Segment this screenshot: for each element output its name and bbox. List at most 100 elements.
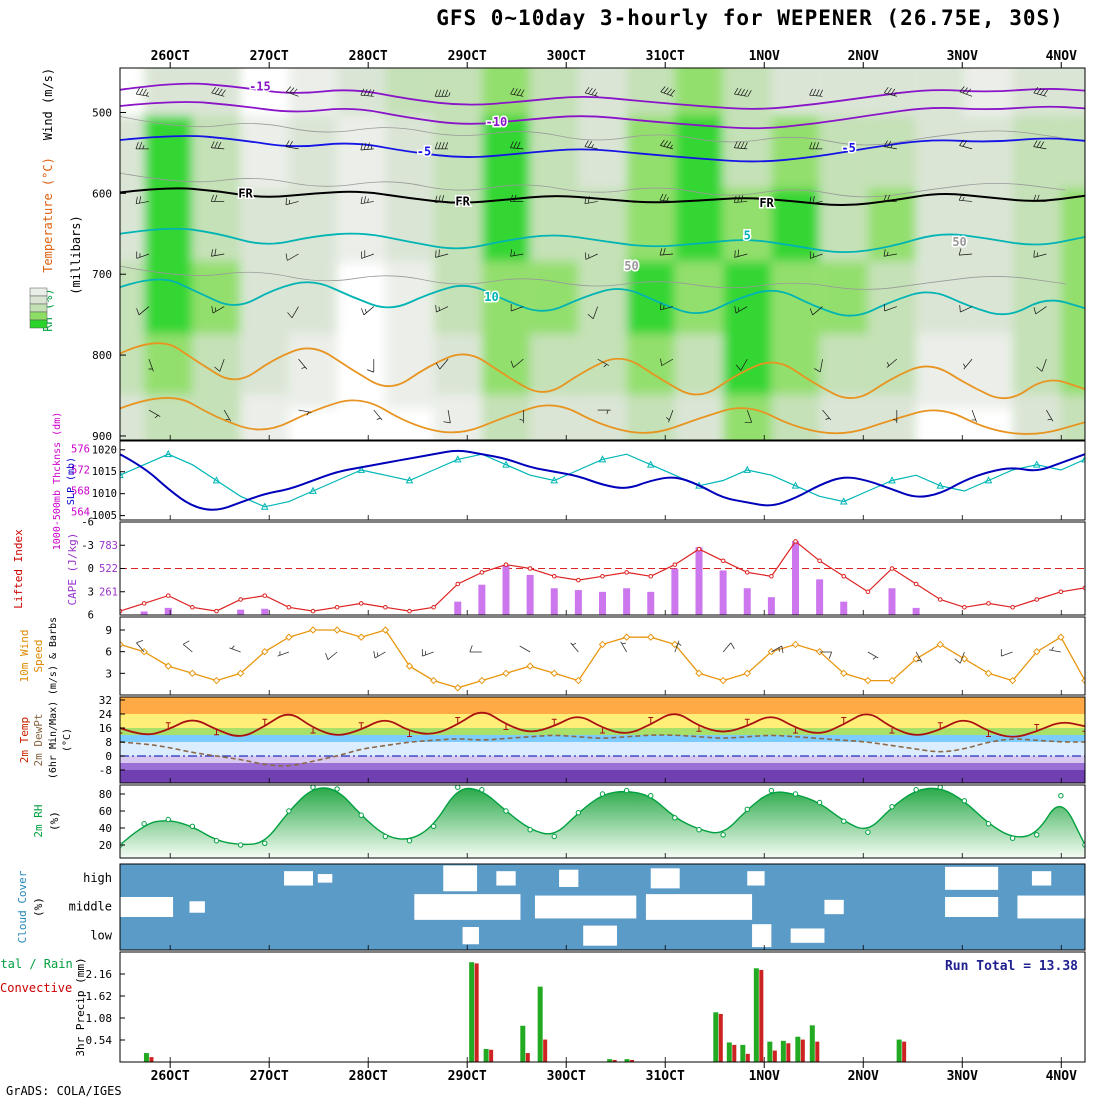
cape-bar: [671, 568, 679, 615]
precip-total-bar: [753, 968, 759, 1062]
tick-label: 2.16: [86, 968, 113, 981]
wind10m-marker: [454, 684, 462, 692]
rh-legend-swatch: [29, 319, 48, 329]
rh-marker: [599, 791, 606, 797]
time-label-top: 1NOV: [749, 49, 780, 64]
li-marker: [696, 546, 702, 552]
tick-label: 16: [99, 722, 112, 735]
cloud-block: [1031, 871, 1052, 886]
slp-line: [120, 449, 1085, 511]
axis-title: Total / Rain: [0, 957, 73, 971]
rh-marker: [792, 791, 799, 797]
precip-convective-bar: [630, 1059, 635, 1062]
li-marker: [431, 604, 436, 610]
thickness-marker: [1081, 455, 1085, 463]
thickness-marker: [1032, 460, 1041, 468]
wind10m-marker: [888, 676, 896, 685]
rh-marker: [262, 840, 268, 846]
cloud-block: [414, 894, 521, 920]
cloud-block: [945, 896, 999, 918]
cloud-block: [583, 925, 617, 946]
wind10m-marker: [695, 669, 703, 678]
page-title: GFS 0~10day 3-hourly for WEPENER (26.75E…: [436, 6, 1064, 30]
tick-label: 522: [99, 563, 118, 575]
thickness-marker: [598, 455, 607, 463]
li-marker: [793, 539, 798, 544]
wind10m-marker: [309, 626, 317, 634]
wind10m-marker: [381, 626, 390, 634]
wind10m-marker: [236, 669, 245, 678]
tick-label: 0.54: [86, 1034, 113, 1047]
contour-line: [120, 227, 1085, 253]
li-marker: [889, 566, 895, 571]
wind10m-marker: [333, 626, 341, 634]
cape-bar: [261, 608, 269, 615]
li-marker: [865, 589, 871, 595]
tick-label: 6: [88, 610, 94, 622]
time-label-bottom: 31OCT: [646, 1069, 685, 1084]
wind10m-marker: [936, 640, 944, 649]
cloud-block: [534, 895, 637, 919]
panel-temp2m: [120, 697, 1085, 783]
thickness-marker: [309, 486, 317, 494]
axis-title: Speed: [32, 639, 45, 672]
panel-upper-air: -15 -10 -5 -5 FR FR FR 5 10 50 50: [120, 68, 1085, 440]
thickness-marker: [984, 476, 993, 484]
axis-title: 1000-500mb Thcknss (dm): [52, 412, 63, 550]
contour-line: [120, 116, 1066, 146]
wind10m-marker: [622, 633, 631, 641]
tick-label: 6: [105, 646, 112, 659]
cape-bar: [478, 584, 486, 615]
axis-title: Wind (m/s): [41, 68, 55, 140]
axis-title: 2m RH: [32, 804, 45, 837]
precip-total-bar: [740, 1044, 746, 1062]
wind10m-marker: [743, 669, 751, 678]
precip-total-bar: [809, 1025, 815, 1062]
wind10m-marker: [285, 633, 293, 641]
time-label-top: 31OCT: [646, 49, 685, 64]
rh-marker: [213, 838, 220, 844]
cape-bar: [888, 588, 896, 615]
axis-title: Temperature (°C): [41, 157, 55, 273]
thickness-marker: [357, 465, 366, 473]
rh-marker: [189, 823, 196, 829]
cape-bar: [140, 611, 148, 615]
li-marker: [214, 608, 219, 614]
tick-label: -8: [99, 764, 112, 777]
rh-marker: [310, 785, 316, 790]
contour-label: 10: [484, 290, 498, 304]
li-marker: [407, 608, 412, 614]
wind10m-marker: [791, 640, 800, 649]
li-marker: [937, 597, 943, 602]
cloud-block: [317, 874, 333, 883]
cloud-block: [443, 865, 478, 892]
tick-label: 9: [105, 624, 112, 637]
contour-line: [120, 101, 1085, 130]
cloud-block: [645, 894, 753, 920]
cloud-block: [496, 871, 516, 886]
axis-title: Cloud Cover: [16, 870, 29, 943]
cloud-block: [945, 866, 999, 890]
cloud-block: [559, 869, 579, 887]
precip-total-bar: [537, 986, 543, 1062]
tick-label: 24: [99, 708, 113, 721]
axis-title: 3hr Precip (mm): [74, 957, 87, 1056]
wind10m-line: [120, 629, 1085, 689]
panel-border: [119, 863, 1086, 951]
tick-label: 1015: [92, 466, 117, 478]
tick-label: 1.08: [86, 1012, 113, 1025]
wind10m-marker: [671, 640, 679, 649]
rh-legend-swatch: [29, 287, 48, 297]
precip-convective-bar: [612, 1059, 617, 1062]
panel-border: [119, 67, 1086, 441]
axis-title: Convective: [0, 981, 72, 995]
axis-title: 10m Wind: [18, 630, 31, 683]
cape-bar: [792, 541, 799, 615]
precip-convective-bar: [525, 1053, 530, 1062]
time-label-bottom: 26OCT: [151, 1069, 190, 1084]
tick-label: 3: [88, 586, 94, 598]
li-marker: [624, 570, 629, 575]
tick-label: 1020: [92, 444, 117, 456]
temp-band: [120, 770, 1085, 783]
li-marker: [527, 566, 533, 571]
